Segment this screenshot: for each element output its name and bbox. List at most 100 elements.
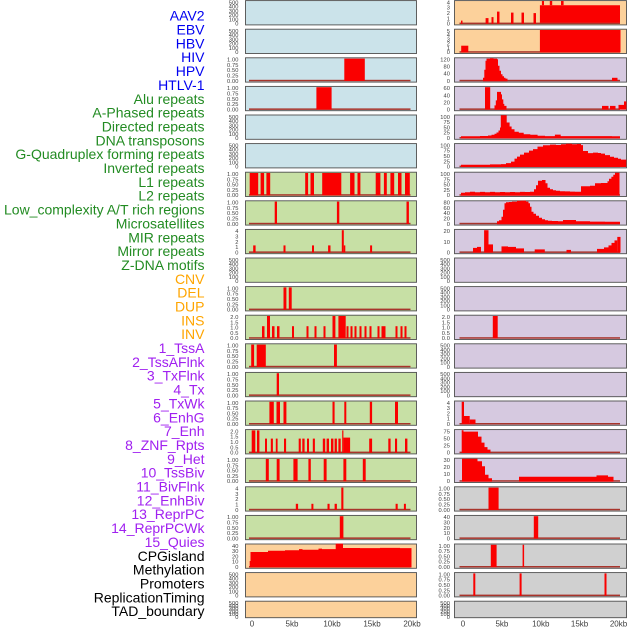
svg-text:100: 100 xyxy=(440,143,450,149)
svg-text:2.0: 2.0 xyxy=(230,429,238,435)
svg-text:0.0: 0.0 xyxy=(442,336,450,342)
svg-text:0.75: 0.75 xyxy=(227,349,238,355)
svg-text:MIR repeats: MIR repeats xyxy=(128,229,204,245)
svg-text:3_TxFlnk: 3_TxFlnk xyxy=(147,368,206,384)
svg-text:60: 60 xyxy=(443,206,450,212)
svg-text:0.25: 0.25 xyxy=(439,560,450,566)
svg-text:0: 0 xyxy=(235,594,238,600)
svg-text:2: 2 xyxy=(235,240,238,246)
svg-text:Promoters: Promoters xyxy=(140,576,205,592)
svg-text:0: 0 xyxy=(447,136,450,142)
svg-text:15kb: 15kb xyxy=(571,620,589,629)
svg-text:CPGisland: CPGisland xyxy=(138,548,205,564)
svg-text:INS: INS xyxy=(181,312,204,328)
svg-text:20: 20 xyxy=(443,526,450,532)
svg-text:20: 20 xyxy=(443,100,450,106)
svg-text:1.00: 1.00 xyxy=(439,572,450,578)
svg-text:300: 300 xyxy=(229,38,239,44)
svg-text:4: 4 xyxy=(235,229,238,235)
svg-text:1.00: 1.00 xyxy=(227,172,238,178)
svg-text:0.75: 0.75 xyxy=(227,206,238,212)
svg-text:1.0: 1.0 xyxy=(230,440,238,446)
svg-text:0.00: 0.00 xyxy=(227,479,238,485)
svg-text:200: 200 xyxy=(229,13,239,19)
svg-text:Low_complexity A/T rich region: Low_complexity A/T rich regions xyxy=(4,202,205,218)
svg-text:0.25: 0.25 xyxy=(227,217,238,223)
svg-text:60: 60 xyxy=(443,86,450,92)
svg-text:0: 0 xyxy=(447,451,450,457)
svg-text:200: 200 xyxy=(229,609,239,615)
svg-text:200: 200 xyxy=(440,385,450,391)
svg-text:20: 20 xyxy=(232,554,239,560)
svg-text:500: 500 xyxy=(440,601,450,607)
svg-text:2.0: 2.0 xyxy=(230,315,238,321)
svg-text:0.75: 0.75 xyxy=(439,549,450,555)
svg-text:3: 3 xyxy=(447,6,450,12)
svg-text:0.00: 0.00 xyxy=(439,508,450,514)
svg-text:75: 75 xyxy=(443,120,450,126)
svg-text:HTLV-1: HTLV-1 xyxy=(158,77,205,93)
svg-text:100: 100 xyxy=(229,46,239,52)
svg-text:400: 400 xyxy=(229,119,239,125)
svg-text:200: 200 xyxy=(229,271,239,277)
svg-text:HBV: HBV xyxy=(176,35,205,51)
svg-text:0.75: 0.75 xyxy=(227,63,238,69)
svg-text:4: 4 xyxy=(447,33,450,39)
svg-text:DNA transposons: DNA transposons xyxy=(96,132,205,148)
svg-text:3: 3 xyxy=(447,406,450,412)
svg-text:Directed repeats: Directed repeats xyxy=(102,119,205,135)
svg-text:11_BivFlnk: 11_BivFlnk xyxy=(136,479,205,495)
svg-text:8_ZNF_Rpts: 8_ZNF_Rpts xyxy=(125,437,204,453)
svg-text:0.50: 0.50 xyxy=(227,411,238,417)
svg-text:75: 75 xyxy=(443,429,450,435)
svg-text:80: 80 xyxy=(443,201,450,207)
svg-text:20: 20 xyxy=(443,217,450,223)
svg-text:L1 repeats: L1 repeats xyxy=(138,174,204,190)
svg-text:0.50: 0.50 xyxy=(227,211,238,217)
svg-text:0.5: 0.5 xyxy=(230,331,238,337)
svg-text:20: 20 xyxy=(443,465,450,471)
svg-text:3: 3 xyxy=(235,235,238,241)
svg-text:0: 0 xyxy=(447,22,450,28)
svg-text:0.50: 0.50 xyxy=(439,554,450,560)
svg-text:5: 5 xyxy=(447,29,450,35)
svg-text:400: 400 xyxy=(229,262,239,268)
svg-text:300: 300 xyxy=(440,266,450,272)
svg-text:500: 500 xyxy=(229,601,239,607)
svg-text:1: 1 xyxy=(447,417,450,423)
svg-text:50: 50 xyxy=(443,125,450,131)
svg-text:1.00: 1.00 xyxy=(227,86,238,92)
svg-text:HPV: HPV xyxy=(176,63,205,79)
svg-text:200: 200 xyxy=(229,42,239,48)
svg-text:40: 40 xyxy=(443,72,450,78)
svg-text:1: 1 xyxy=(447,16,450,22)
svg-text:500: 500 xyxy=(229,115,239,121)
svg-text:12_EnhBiv: 12_EnhBiv xyxy=(137,492,205,508)
svg-text:ReplicationTiming: ReplicationTiming xyxy=(94,589,205,605)
svg-text:0.75: 0.75 xyxy=(227,521,238,527)
svg-text:0.75: 0.75 xyxy=(227,378,238,384)
svg-text:0: 0 xyxy=(250,620,255,629)
svg-text:0.25: 0.25 xyxy=(227,74,238,80)
svg-text:Inverted repeats: Inverted repeats xyxy=(103,160,204,176)
svg-text:0.00: 0.00 xyxy=(227,222,238,228)
svg-text:400: 400 xyxy=(229,33,239,39)
svg-text:30: 30 xyxy=(443,458,450,464)
svg-text:25: 25 xyxy=(443,188,450,194)
svg-text:5kb: 5kb xyxy=(495,620,508,629)
svg-text:DUP: DUP xyxy=(175,299,205,315)
svg-text:0.00: 0.00 xyxy=(227,393,238,399)
svg-text:500: 500 xyxy=(229,0,239,6)
svg-text:0: 0 xyxy=(447,165,450,171)
svg-text:9_Het: 9_Het xyxy=(167,451,204,467)
svg-text:1.00: 1.00 xyxy=(227,344,238,350)
svg-text:400: 400 xyxy=(229,604,239,610)
svg-text:0: 0 xyxy=(235,279,238,285)
svg-text:10: 10 xyxy=(443,240,450,246)
svg-text:100: 100 xyxy=(229,612,239,618)
svg-text:200: 200 xyxy=(440,609,450,615)
svg-text:20kb: 20kb xyxy=(610,620,628,629)
svg-text:10: 10 xyxy=(443,531,450,537)
svg-text:40: 40 xyxy=(443,93,450,99)
svg-text:300: 300 xyxy=(229,581,239,587)
